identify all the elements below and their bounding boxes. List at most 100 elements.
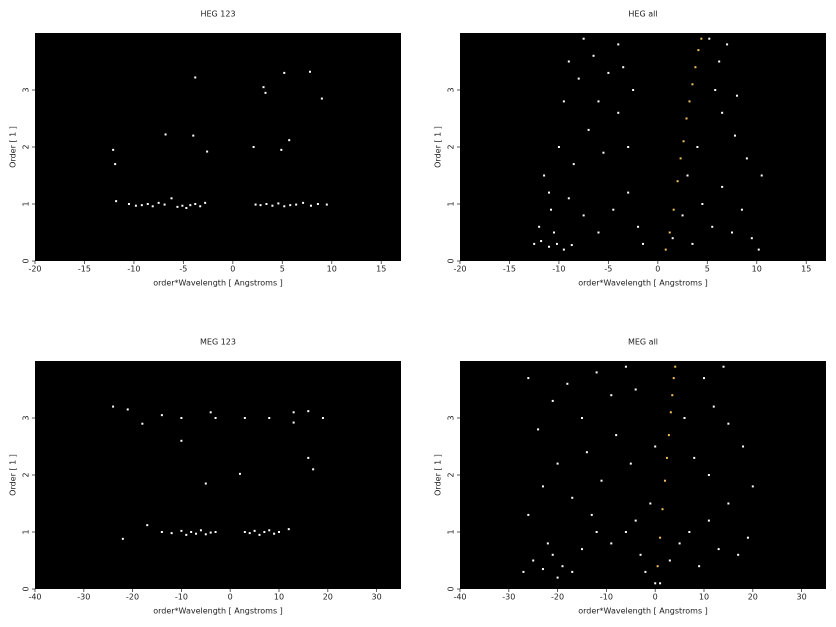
point	[552, 231, 555, 234]
point	[697, 49, 700, 52]
point	[271, 204, 274, 207]
point	[688, 531, 691, 533]
x-tick-label: -20	[28, 265, 41, 274]
x-tick-label: 0	[230, 265, 235, 274]
point	[654, 582, 657, 585]
point	[199, 205, 202, 208]
point	[672, 208, 675, 211]
point	[624, 531, 627, 533]
point	[204, 201, 207, 204]
point	[597, 231, 600, 234]
point	[292, 411, 295, 414]
point	[587, 128, 590, 131]
y-tick-label: 0	[447, 586, 456, 591]
x-tick-label: 5	[705, 265, 710, 274]
point	[277, 202, 280, 205]
x-tick-label: 0	[228, 593, 233, 602]
point	[746, 536, 749, 539]
point	[597, 100, 600, 103]
point	[585, 451, 588, 454]
point	[668, 231, 671, 234]
point	[252, 146, 255, 148]
point	[543, 174, 546, 177]
y-tick-label: 1	[447, 529, 456, 534]
point	[176, 205, 179, 208]
point	[265, 203, 268, 205]
point	[325, 203, 328, 206]
x-tick-label: -10	[127, 265, 140, 274]
point	[540, 240, 543, 243]
point	[572, 163, 575, 166]
point	[712, 405, 715, 408]
point	[667, 434, 670, 437]
point	[661, 508, 664, 511]
x-tick-label: 20	[748, 593, 758, 602]
y-tick-label: 2	[447, 472, 456, 477]
point	[112, 405, 115, 408]
point	[160, 531, 163, 533]
point	[595, 531, 598, 533]
point	[238, 472, 241, 475]
point	[577, 77, 580, 80]
point	[180, 439, 183, 442]
x-tick-label: 10	[274, 593, 284, 602]
point	[707, 519, 710, 522]
point	[548, 245, 551, 248]
point	[170, 197, 173, 200]
point	[146, 203, 149, 205]
point	[141, 422, 144, 425]
point	[733, 134, 736, 137]
point	[600, 479, 603, 482]
x-axis-label: order*Wavelength [ Angstroms ]	[153, 607, 283, 616]
point	[615, 434, 618, 437]
point	[115, 200, 118, 203]
point	[700, 37, 703, 40]
chart-title: MEG 123	[200, 338, 236, 347]
x-axis-label: order*Wavelength [ Angstroms ]	[153, 279, 283, 288]
point	[541, 568, 544, 571]
x-tick-label: -20	[126, 593, 139, 602]
point	[548, 191, 551, 194]
y-tick-label: 0	[22, 258, 31, 263]
point	[121, 537, 124, 540]
point	[309, 204, 312, 207]
point	[674, 365, 677, 368]
point	[268, 529, 271, 532]
point	[726, 43, 729, 46]
point	[550, 208, 553, 211]
point	[308, 70, 311, 73]
point	[686, 174, 689, 177]
point	[204, 533, 207, 536]
point	[750, 237, 753, 240]
point	[595, 371, 598, 374]
point	[114, 163, 117, 166]
y-axis-label: Order [ 1 ]	[9, 454, 18, 496]
point	[693, 456, 696, 459]
point	[698, 565, 701, 568]
point	[735, 94, 738, 97]
y-tick-label: 1	[447, 201, 456, 206]
point	[302, 201, 305, 204]
point	[522, 570, 525, 573]
point	[181, 204, 184, 207]
point	[567, 60, 570, 63]
point	[292, 421, 295, 424]
point	[551, 399, 554, 402]
point	[571, 570, 574, 573]
point	[259, 204, 262, 207]
point	[663, 479, 666, 482]
point	[671, 237, 674, 240]
point	[295, 203, 298, 206]
point	[617, 111, 620, 114]
point	[537, 428, 540, 431]
point	[694, 66, 697, 69]
point	[592, 54, 595, 57]
point	[562, 100, 565, 103]
x-tick-label: 0	[653, 593, 658, 602]
point	[740, 208, 743, 211]
point	[312, 468, 315, 471]
point	[262, 86, 265, 89]
point	[639, 553, 642, 556]
point	[627, 146, 630, 148]
point	[610, 542, 613, 545]
